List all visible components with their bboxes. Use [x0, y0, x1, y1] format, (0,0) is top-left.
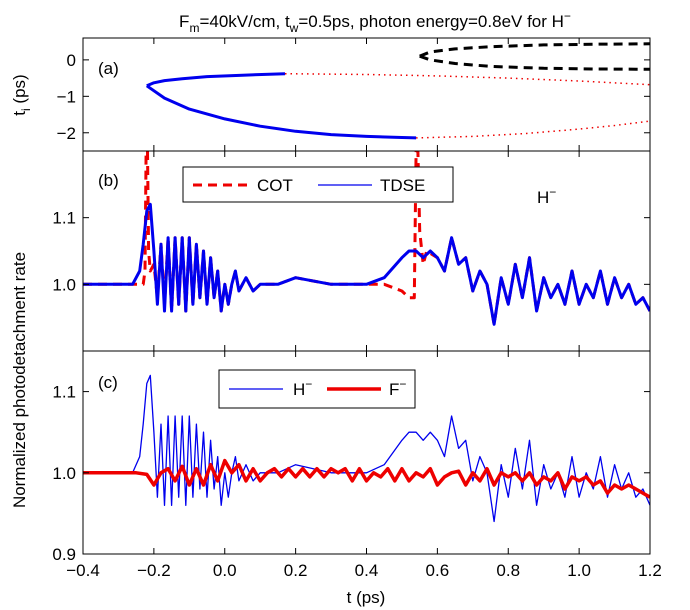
- x-axis-label: t (ps): [347, 588, 386, 607]
- x-tick-label: 0.2: [284, 561, 308, 580]
- series-group: [145, 42, 650, 140]
- x-tick-label: 0.0: [213, 561, 237, 580]
- panel-label-b: (b): [98, 171, 119, 190]
- y-tick-label: 1.0: [52, 464, 76, 483]
- series-line-s1: [145, 84, 417, 140]
- x-tick-label: 0.8: [496, 561, 520, 580]
- y-tick-label: −1: [57, 87, 76, 106]
- x-tick-label: −0.4: [66, 561, 100, 580]
- panel-label-a: (a): [98, 59, 119, 78]
- x-tick-label: −0.2: [137, 561, 171, 580]
- figure-title: Fm=40kV/cm, tw=0.5ps, photon energy=0.8e…: [179, 9, 571, 35]
- series-group: [83, 151, 650, 326]
- y-tick-label: 1.0: [52, 275, 76, 294]
- legend-label-tdse: TDSE: [380, 176, 425, 195]
- y-tick-label: 1.1: [52, 383, 76, 402]
- panel-label-c: (c): [98, 373, 118, 392]
- legend-c: H− F−: [218, 369, 416, 409]
- x-tick-label: 0.4: [355, 561, 379, 580]
- panel-b: 1.0 1.1 (b) H− COT TDSE: [52, 150, 651, 352]
- series-line-f: [83, 458, 650, 499]
- legend-label-h: H−: [293, 377, 312, 399]
- panel-a: −2 −1 0 (a) ti (ps): [10, 37, 651, 152]
- y-tick-label: −2: [57, 124, 76, 143]
- shared-y-axis-label: Normalized photodetachment rate: [10, 252, 29, 508]
- series-line-s4: [419, 42, 650, 58]
- legend-label-f: F−: [389, 377, 406, 399]
- series-line-s5: [419, 54, 650, 71]
- plot-area-c: 0.9 1.0 1.1 −0.4 −0.2 0.0 0.2 0.4 0.6 0.8 1.0 1.2: [52, 351, 662, 580]
- plot-area-b: 1.0 1.1: [52, 151, 651, 351]
- legend-b: COT TDSE: [182, 166, 454, 203]
- series-line-s3: [416, 120, 650, 139]
- y-tick-label: 0.9: [52, 545, 76, 564]
- series-line-tdse: [83, 202, 650, 326]
- series-line-s2: [284, 72, 650, 86]
- y-axis-label-a: ti (ps): [10, 74, 33, 115]
- y-tick-label: 0: [67, 51, 76, 70]
- axes-frame-a: [82, 37, 651, 152]
- x-tick-label: 1.0: [567, 561, 591, 580]
- series-line-s0: [146, 72, 286, 88]
- x-tick-label: 0.6: [426, 561, 450, 580]
- x-tick-label: 1.2: [638, 561, 662, 580]
- plot-area-a: −2 −1 0: [57, 38, 651, 151]
- y-tick-label: 1.1: [52, 209, 76, 228]
- series-group: [83, 374, 650, 523]
- species-annotation-b: H−: [537, 185, 556, 207]
- axes-frame-c: [82, 350, 651, 555]
- panel-c: 0.9 1.0 1.1 −0.4 −0.2 0.0 0.2 0.4 0.6 0.8 1.0 1.2 (…: [52, 350, 662, 607]
- legend-label-cot: COT: [257, 176, 293, 195]
